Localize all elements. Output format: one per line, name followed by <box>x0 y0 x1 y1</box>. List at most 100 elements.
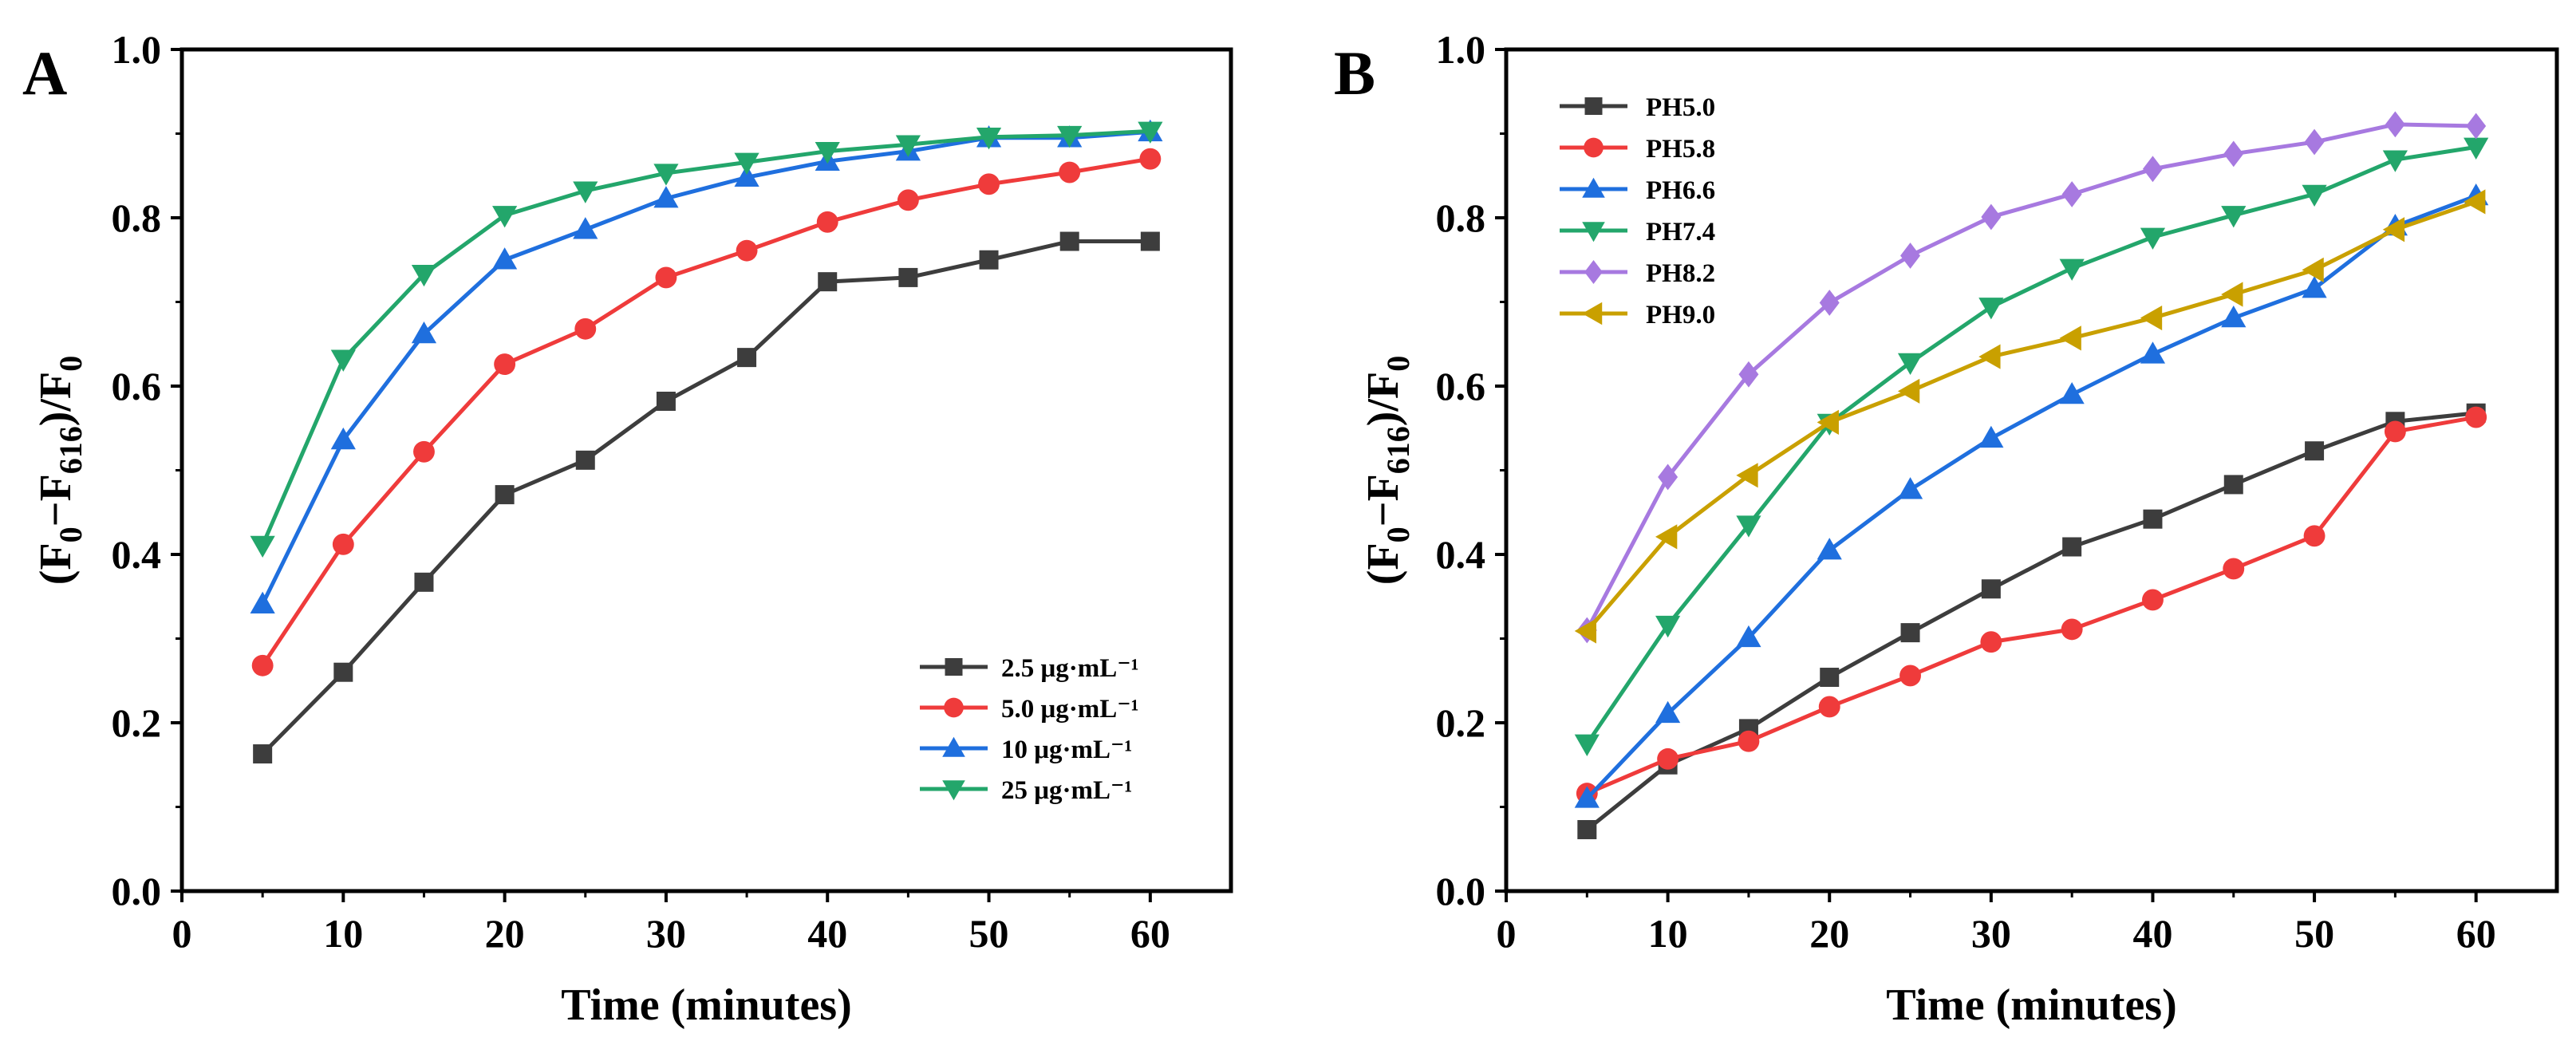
data-point <box>2302 184 2327 207</box>
data-point <box>1574 734 1600 756</box>
legend-marker <box>944 697 964 718</box>
panel-letter: B <box>1334 38 1375 108</box>
data-point <box>1138 121 1163 144</box>
legend-label: PH7.4 <box>1646 218 1715 247</box>
data-point <box>1897 378 1920 404</box>
data-point <box>2221 206 2247 228</box>
series-3 <box>250 121 1163 558</box>
legend-marker <box>1582 177 1605 198</box>
data-point <box>2384 420 2406 443</box>
data-point <box>2303 525 2326 547</box>
legend-marker <box>942 736 965 757</box>
series-line <box>1585 144 2477 745</box>
legend-label: PH8.2 <box>1646 259 1715 288</box>
y-tick-label: 0.8 <box>112 195 162 240</box>
data-point <box>653 186 679 208</box>
series-0 <box>253 231 1160 764</box>
data-point <box>2140 341 2166 364</box>
y-tick-label: 0.0 <box>1436 869 1486 913</box>
legend-marker <box>1584 97 1603 115</box>
data-point <box>1897 353 1923 376</box>
data-point <box>2382 217 2405 243</box>
data-point <box>1981 203 2002 231</box>
series-1 <box>1576 406 2487 805</box>
x-tick-label: 50 <box>969 911 1009 956</box>
series-5 <box>1574 189 2486 644</box>
data-point <box>1818 696 1840 718</box>
data-point <box>250 535 275 558</box>
x-tick-label: 20 <box>1809 911 1849 956</box>
x-tick-label: 60 <box>2456 911 2496 956</box>
x-tick-label: 0 <box>172 911 192 956</box>
data-point <box>1817 409 1839 435</box>
data-point <box>2221 282 2243 307</box>
data-point <box>2466 112 2487 140</box>
y-axis-title: (F0−F616)/F0 <box>1359 356 1416 585</box>
data-point <box>411 321 437 344</box>
legend-marker <box>1582 302 1603 325</box>
x-axis-title: Time (minutes) <box>1886 980 2177 1030</box>
data-point <box>1736 463 1758 488</box>
legend-label: 5.0 μg·mL⁻¹ <box>1001 695 1139 724</box>
data-point <box>330 427 356 450</box>
y-tick-label: 0.2 <box>112 700 162 745</box>
y-tick-label: 0.6 <box>1436 364 1486 408</box>
legend-label: PH9.0 <box>1646 301 1715 329</box>
y-tick-label: 0.8 <box>1436 195 1486 240</box>
series-line <box>260 129 1151 605</box>
y-tick-label: 0.2 <box>1436 700 1486 745</box>
y-axis-title: (F0−F616)/F0 <box>31 356 89 585</box>
legend-label: 10 μg·mL⁻¹ <box>1001 736 1132 764</box>
data-point <box>1978 298 2004 320</box>
legend-marker <box>945 658 963 676</box>
data-point <box>2059 381 2085 404</box>
data-point <box>251 654 274 676</box>
series-line <box>260 128 1150 546</box>
data-point <box>2382 150 2408 172</box>
data-point <box>2061 618 2083 641</box>
data-point <box>1574 786 1600 808</box>
data-point <box>494 353 516 376</box>
data-point <box>2142 156 2163 183</box>
series-2 <box>250 119 1163 613</box>
data-point <box>414 572 434 592</box>
data-point <box>976 128 1002 150</box>
series-line <box>261 239 1150 755</box>
y-tick-label: 0.0 <box>112 869 162 913</box>
data-point <box>253 744 273 764</box>
y-tick-label: 0.4 <box>1436 532 1486 577</box>
data-point <box>2059 325 2081 351</box>
data-point <box>2143 509 2163 529</box>
legend-marker <box>1582 222 1605 243</box>
data-point <box>492 247 518 270</box>
data-point <box>330 349 356 372</box>
data-point <box>655 266 677 289</box>
data-point <box>2385 111 2405 138</box>
x-tick-label: 50 <box>2294 911 2334 956</box>
x-tick-label: 40 <box>2132 911 2172 956</box>
data-point <box>1574 618 1597 644</box>
data-point <box>1738 361 1759 388</box>
data-point <box>2059 258 2085 281</box>
series-line <box>1585 199 2477 633</box>
data-point <box>1657 747 1679 770</box>
series-1 <box>251 148 1162 676</box>
series-line <box>261 156 1151 667</box>
data-point <box>2223 475 2243 495</box>
data-point <box>2223 140 2244 168</box>
legend-label: 2.5 μg·mL⁻¹ <box>1001 654 1139 683</box>
x-tick-label: 30 <box>1971 911 2011 956</box>
data-point <box>1981 579 2001 599</box>
data-point <box>332 533 354 555</box>
data-point <box>1655 700 1681 724</box>
data-point <box>1577 819 1597 839</box>
y-tick-label: 0.4 <box>112 532 162 577</box>
data-point <box>413 440 435 463</box>
data-point <box>816 211 838 233</box>
data-point <box>250 591 275 613</box>
data-point <box>411 264 437 287</box>
legend-label: PH5.0 <box>1646 93 1715 122</box>
data-point <box>1819 290 1840 316</box>
data-point <box>737 348 757 368</box>
